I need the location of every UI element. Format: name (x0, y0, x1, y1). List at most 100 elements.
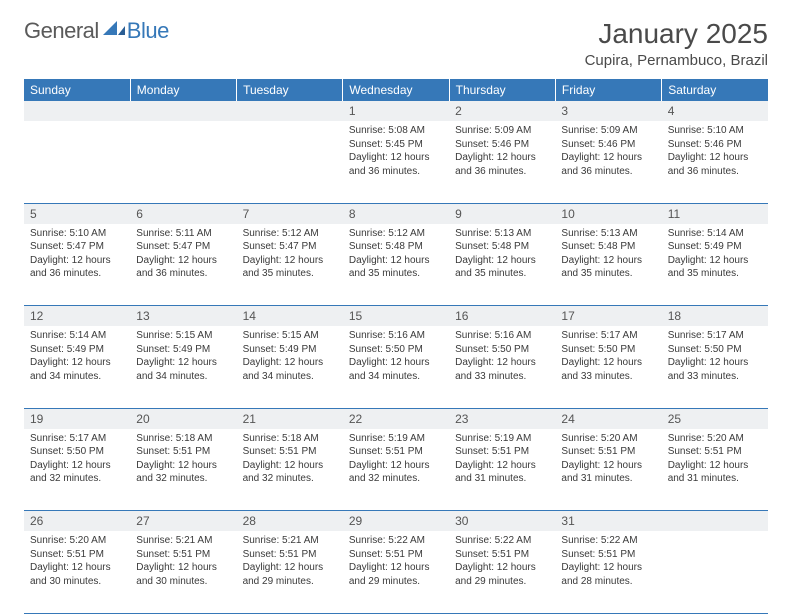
location-subtitle: Cupira, Pernambuco, Brazil (585, 52, 768, 69)
day-number: 15 (343, 306, 449, 326)
day-number-cell: 30 (449, 511, 555, 532)
day-number: 23 (449, 409, 555, 429)
sunset-text: Sunset: 5:51 PM (243, 445, 337, 459)
daylight-text: Daylight: 12 hours and 31 minutes. (455, 459, 549, 486)
sunset-text: Sunset: 5:49 PM (243, 343, 337, 357)
day-number-cell: 13 (130, 306, 236, 327)
day-number: 16 (449, 306, 555, 326)
day-cell: Sunrise: 5:22 AMSunset: 5:51 PMDaylight:… (449, 531, 555, 613)
daylight-text: Daylight: 12 hours and 36 minutes. (455, 151, 549, 178)
day-number: 11 (662, 204, 768, 224)
daylight-text: Daylight: 12 hours and 33 minutes. (455, 356, 549, 383)
weekday-header: Sunday (24, 79, 130, 101)
day-number: 3 (555, 101, 661, 121)
day-cell: Sunrise: 5:13 AMSunset: 5:48 PMDaylight:… (449, 224, 555, 306)
sunrise-text: Sunrise: 5:19 AM (455, 432, 549, 446)
day-number: 18 (662, 306, 768, 326)
sunrise-text: Sunrise: 5:16 AM (455, 329, 549, 343)
sunrise-text: Sunrise: 5:21 AM (136, 534, 230, 548)
day-details: Sunrise: 5:11 AMSunset: 5:47 PMDaylight:… (130, 224, 236, 287)
sunrise-text: Sunrise: 5:10 AM (30, 227, 124, 241)
sunset-text: Sunset: 5:46 PM (455, 138, 549, 152)
day-details: Sunrise: 5:22 AMSunset: 5:51 PMDaylight:… (449, 531, 555, 594)
sunrise-text: Sunrise: 5:09 AM (561, 124, 655, 138)
weekday-header: Tuesday (237, 79, 343, 101)
sunset-text: Sunset: 5:47 PM (30, 240, 124, 254)
day-number-cell: 1 (343, 101, 449, 121)
day-cell: Sunrise: 5:18 AMSunset: 5:51 PMDaylight:… (237, 429, 343, 511)
logo: General Blue (24, 18, 169, 44)
day-number-cell: 21 (237, 408, 343, 429)
day-details: Sunrise: 5:15 AMSunset: 5:49 PMDaylight:… (130, 326, 236, 389)
day-details: Sunrise: 5:19 AMSunset: 5:51 PMDaylight:… (449, 429, 555, 492)
day-cell: Sunrise: 5:21 AMSunset: 5:51 PMDaylight:… (130, 531, 236, 613)
day-details: Sunrise: 5:14 AMSunset: 5:49 PMDaylight:… (24, 326, 130, 389)
day-number: 9 (449, 204, 555, 224)
sunrise-text: Sunrise: 5:13 AM (561, 227, 655, 241)
day-cell: Sunrise: 5:21 AMSunset: 5:51 PMDaylight:… (237, 531, 343, 613)
day-details: Sunrise: 5:19 AMSunset: 5:51 PMDaylight:… (343, 429, 449, 492)
day-cell: Sunrise: 5:09 AMSunset: 5:46 PMDaylight:… (555, 121, 661, 203)
daylight-text: Daylight: 12 hours and 34 minutes. (30, 356, 124, 383)
day-number: 12 (24, 306, 130, 326)
day-number-cell: 31 (555, 511, 661, 532)
daylight-text: Daylight: 12 hours and 28 minutes. (561, 561, 655, 588)
day-details: Sunrise: 5:16 AMSunset: 5:50 PMDaylight:… (343, 326, 449, 389)
day-details: Sunrise: 5:12 AMSunset: 5:48 PMDaylight:… (343, 224, 449, 287)
day-details: Sunrise: 5:18 AMSunset: 5:51 PMDaylight:… (130, 429, 236, 492)
daylight-text: Daylight: 12 hours and 31 minutes. (668, 459, 762, 486)
day-content-row: Sunrise: 5:14 AMSunset: 5:49 PMDaylight:… (24, 326, 768, 408)
daylight-text: Daylight: 12 hours and 36 minutes. (349, 151, 443, 178)
day-cell: Sunrise: 5:22 AMSunset: 5:51 PMDaylight:… (343, 531, 449, 613)
day-number: 24 (555, 409, 661, 429)
sunset-text: Sunset: 5:51 PM (243, 548, 337, 562)
day-number: 8 (343, 204, 449, 224)
day-number-cell: 16 (449, 306, 555, 327)
sunset-text: Sunset: 5:46 PM (668, 138, 762, 152)
day-number-cell: 28 (237, 511, 343, 532)
daylight-text: Daylight: 12 hours and 29 minutes. (243, 561, 337, 588)
day-details: Sunrise: 5:12 AMSunset: 5:47 PMDaylight:… (237, 224, 343, 287)
day-number: 4 (662, 101, 768, 121)
daylight-text: Daylight: 12 hours and 35 minutes. (668, 254, 762, 281)
day-cell: Sunrise: 5:16 AMSunset: 5:50 PMDaylight:… (343, 326, 449, 408)
daylight-text: Daylight: 12 hours and 36 minutes. (136, 254, 230, 281)
daylight-text: Daylight: 12 hours and 30 minutes. (136, 561, 230, 588)
day-number: 21 (237, 409, 343, 429)
day-cell: Sunrise: 5:17 AMSunset: 5:50 PMDaylight:… (24, 429, 130, 511)
sunrise-text: Sunrise: 5:20 AM (668, 432, 762, 446)
day-number: 10 (555, 204, 661, 224)
day-number-cell: 4 (662, 101, 768, 121)
sunset-text: Sunset: 5:45 PM (349, 138, 443, 152)
daylight-text: Daylight: 12 hours and 34 minutes. (243, 356, 337, 383)
sunset-text: Sunset: 5:51 PM (349, 445, 443, 459)
day-number: 27 (130, 511, 236, 531)
day-details: Sunrise: 5:09 AMSunset: 5:46 PMDaylight:… (449, 121, 555, 184)
day-cell (130, 121, 236, 203)
day-number: 5 (24, 204, 130, 224)
daylight-text: Daylight: 12 hours and 34 minutes. (136, 356, 230, 383)
day-details: Sunrise: 5:09 AMSunset: 5:46 PMDaylight:… (555, 121, 661, 184)
sunset-text: Sunset: 5:51 PM (455, 445, 549, 459)
sunset-text: Sunset: 5:51 PM (349, 548, 443, 562)
day-number: 25 (662, 409, 768, 429)
day-cell: Sunrise: 5:17 AMSunset: 5:50 PMDaylight:… (662, 326, 768, 408)
day-number-cell: 15 (343, 306, 449, 327)
day-number-row: 567891011 (24, 203, 768, 224)
sunset-text: Sunset: 5:48 PM (561, 240, 655, 254)
sunrise-text: Sunrise: 5:14 AM (30, 329, 124, 343)
day-number: 17 (555, 306, 661, 326)
day-number-cell: 9 (449, 203, 555, 224)
day-details: Sunrise: 5:08 AMSunset: 5:45 PMDaylight:… (343, 121, 449, 184)
sunrise-text: Sunrise: 5:17 AM (30, 432, 124, 446)
sunset-text: Sunset: 5:47 PM (243, 240, 337, 254)
sunset-text: Sunset: 5:50 PM (30, 445, 124, 459)
day-number-cell (662, 511, 768, 532)
weekday-header: Thursday (449, 79, 555, 101)
sunrise-text: Sunrise: 5:22 AM (561, 534, 655, 548)
day-number-cell (237, 101, 343, 121)
day-cell: Sunrise: 5:09 AMSunset: 5:46 PMDaylight:… (449, 121, 555, 203)
sunset-text: Sunset: 5:46 PM (561, 138, 655, 152)
day-details: Sunrise: 5:14 AMSunset: 5:49 PMDaylight:… (662, 224, 768, 287)
day-number-row: 1234 (24, 101, 768, 121)
